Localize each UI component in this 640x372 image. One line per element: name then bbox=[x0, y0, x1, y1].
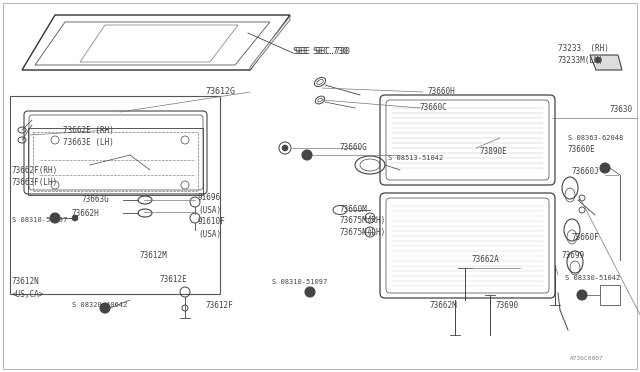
Text: S: S bbox=[603, 166, 607, 170]
Text: 73660C: 73660C bbox=[420, 103, 448, 112]
Circle shape bbox=[282, 145, 288, 151]
Text: 73660M: 73660M bbox=[340, 205, 368, 215]
Text: 73660F: 73660F bbox=[572, 234, 600, 243]
Text: 73612E: 73612E bbox=[160, 276, 188, 285]
Text: 73662E (RH): 73662E (RH) bbox=[63, 125, 114, 135]
Circle shape bbox=[50, 213, 60, 223]
Bar bbox=[600, 285, 620, 305]
Text: S 08513-51042: S 08513-51042 bbox=[388, 155, 444, 161]
Text: 73662M: 73662M bbox=[430, 301, 458, 310]
Circle shape bbox=[100, 303, 110, 313]
Text: 73660G: 73660G bbox=[340, 144, 368, 153]
Circle shape bbox=[305, 287, 315, 297]
Text: 73630: 73630 bbox=[610, 106, 633, 115]
Circle shape bbox=[302, 150, 312, 160]
Circle shape bbox=[595, 57, 601, 63]
Text: SEE SEC.730: SEE SEC.730 bbox=[295, 48, 350, 57]
Text: S: S bbox=[53, 215, 57, 221]
Text: S 08330-51042: S 08330-51042 bbox=[565, 275, 620, 281]
Text: 73660E: 73660E bbox=[567, 145, 595, 154]
Text: S: S bbox=[580, 292, 584, 298]
Text: 91696: 91696 bbox=[198, 193, 221, 202]
Text: 73675M(RH): 73675M(RH) bbox=[340, 215, 387, 224]
Text: 73233  (RH): 73233 (RH) bbox=[558, 44, 609, 52]
Text: A736C0007: A736C0007 bbox=[570, 356, 604, 360]
Text: 73662H: 73662H bbox=[72, 208, 100, 218]
Text: 73663F(LH): 73663F(LH) bbox=[12, 177, 58, 186]
Polygon shape bbox=[250, 16, 290, 70]
Text: 73612M: 73612M bbox=[140, 250, 168, 260]
Text: S: S bbox=[308, 289, 312, 295]
Text: S: S bbox=[103, 305, 107, 311]
Text: 73612N: 73612N bbox=[12, 278, 40, 286]
Text: 73675N(LH): 73675N(LH) bbox=[340, 228, 387, 237]
Circle shape bbox=[72, 215, 78, 221]
Circle shape bbox=[577, 290, 587, 300]
Bar bbox=[10, 96, 220, 294]
Text: 73890E: 73890E bbox=[480, 148, 508, 157]
Text: (USA): (USA) bbox=[198, 205, 221, 215]
Text: 73663G: 73663G bbox=[82, 196, 109, 205]
Text: 73233M(LH): 73233M(LH) bbox=[558, 55, 604, 64]
Text: S: S bbox=[305, 153, 309, 157]
Text: 73612G: 73612G bbox=[205, 87, 235, 96]
Text: S 08310-51097: S 08310-51097 bbox=[272, 279, 327, 285]
Polygon shape bbox=[590, 55, 622, 70]
Text: S 08363-62048: S 08363-62048 bbox=[568, 135, 623, 141]
Text: 73699: 73699 bbox=[562, 250, 585, 260]
Text: SEE SEC.730: SEE SEC.730 bbox=[293, 48, 348, 57]
Text: S 08320-40642: S 08320-40642 bbox=[72, 302, 127, 308]
Text: 73690: 73690 bbox=[495, 301, 518, 310]
Text: (USA): (USA) bbox=[198, 230, 221, 238]
Text: 73662F(RH): 73662F(RH) bbox=[12, 166, 58, 174]
Text: <US,CA>: <US,CA> bbox=[12, 289, 44, 298]
Text: S 08310-51097: S 08310-51097 bbox=[12, 217, 67, 223]
Text: 73612F: 73612F bbox=[205, 301, 233, 310]
Text: 73663E (LH): 73663E (LH) bbox=[63, 138, 114, 147]
Circle shape bbox=[600, 163, 610, 173]
Text: 91610F: 91610F bbox=[198, 218, 226, 227]
Text: 73662A: 73662A bbox=[472, 256, 500, 264]
Text: 73660H: 73660H bbox=[427, 87, 455, 96]
Text: 73660J: 73660J bbox=[572, 167, 600, 176]
